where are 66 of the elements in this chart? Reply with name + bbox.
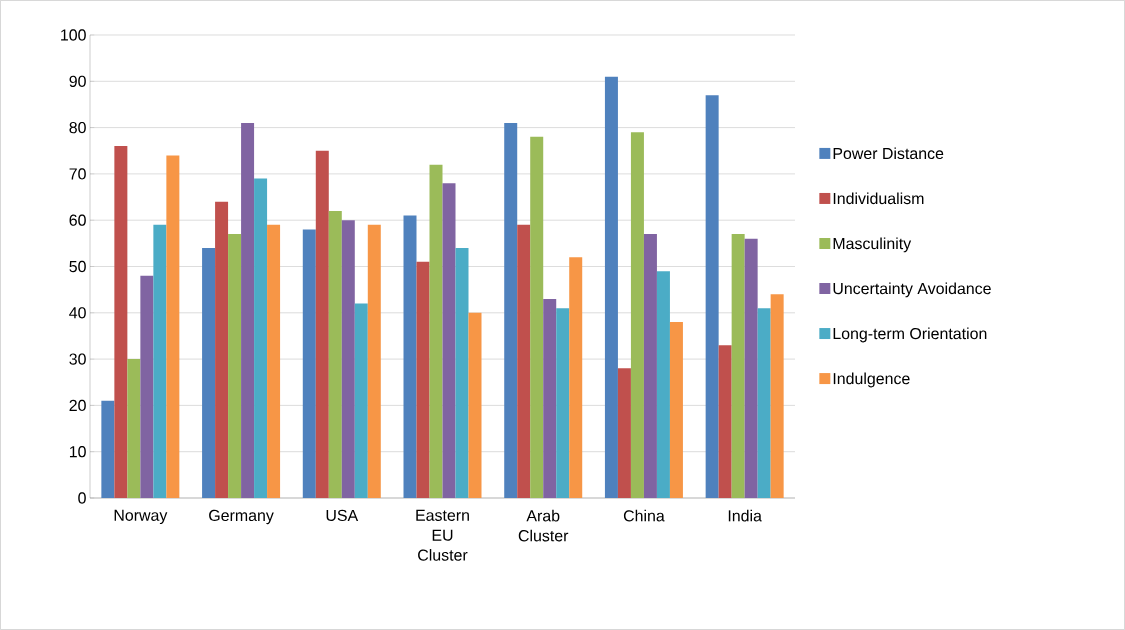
legend-label: Power Distance <box>833 147 944 160</box>
y-tick-label: 60 <box>69 214 86 226</box>
bar <box>718 345 732 498</box>
bar <box>757 308 771 498</box>
bar <box>101 400 115 498</box>
bar <box>604 76 618 498</box>
y-tick-label: 40 <box>69 307 86 319</box>
x-tick-label: USA <box>326 509 359 522</box>
bar <box>705 95 719 498</box>
bar <box>403 215 417 498</box>
bar <box>267 224 281 498</box>
bar <box>530 136 544 498</box>
legend-label: Long-term Orientation <box>833 327 987 343</box>
x-tick-label: Eastern EU Cluster <box>416 509 469 561</box>
bar <box>354 303 368 498</box>
bar <box>429 164 443 498</box>
bar <box>254 178 268 498</box>
bar <box>241 122 255 498</box>
y-tick-label: 0 <box>78 492 86 504</box>
y-tick-label: 90 <box>69 75 86 87</box>
bar <box>656 271 670 498</box>
bar <box>468 312 482 498</box>
x-tick-label: India <box>728 509 762 522</box>
bar <box>328 210 342 498</box>
x-tick-label: Norway <box>114 509 168 525</box>
legend-label: Individualism <box>833 192 924 205</box>
bar <box>517 224 531 498</box>
y-tick-label: 70 <box>69 168 86 180</box>
bar <box>153 224 167 498</box>
x-tick-label: China <box>623 509 665 522</box>
bar <box>643 234 657 498</box>
y-tick-label: 20 <box>69 399 86 412</box>
bar <box>504 122 518 498</box>
bar <box>228 234 242 498</box>
bar <box>543 298 557 498</box>
y-tick-label: 30 <box>69 353 86 365</box>
bar <box>114 146 128 498</box>
bar <box>416 261 430 498</box>
bar <box>731 234 745 498</box>
bar <box>455 247 469 498</box>
bar <box>617 368 631 498</box>
bar <box>556 308 570 498</box>
bar <box>315 150 329 498</box>
x-tick-label: Germany <box>209 509 274 525</box>
legend-label: Masculinity <box>833 237 912 253</box>
bar <box>140 275 154 498</box>
bar <box>744 238 758 498</box>
bar <box>630 132 644 498</box>
y-tick-label: 10 <box>69 446 86 458</box>
bar <box>442 183 456 498</box>
legend-label: Uncertainty Avoidance <box>833 282 991 298</box>
bar <box>669 322 683 498</box>
y-tick-label: 100 <box>61 29 86 41</box>
y-tick-label: 80 <box>69 121 86 134</box>
bar <box>302 229 316 498</box>
bar <box>770 294 784 498</box>
x-tick-label: Arab Cluster <box>518 509 569 542</box>
bar <box>341 220 355 498</box>
bar <box>202 247 216 498</box>
bar <box>166 155 180 498</box>
y-tick-label: 50 <box>69 260 86 273</box>
bar <box>367 224 381 498</box>
bar <box>215 201 229 498</box>
bar <box>569 257 583 498</box>
bar <box>127 359 141 498</box>
legend-label: Indulgence <box>833 372 910 388</box>
